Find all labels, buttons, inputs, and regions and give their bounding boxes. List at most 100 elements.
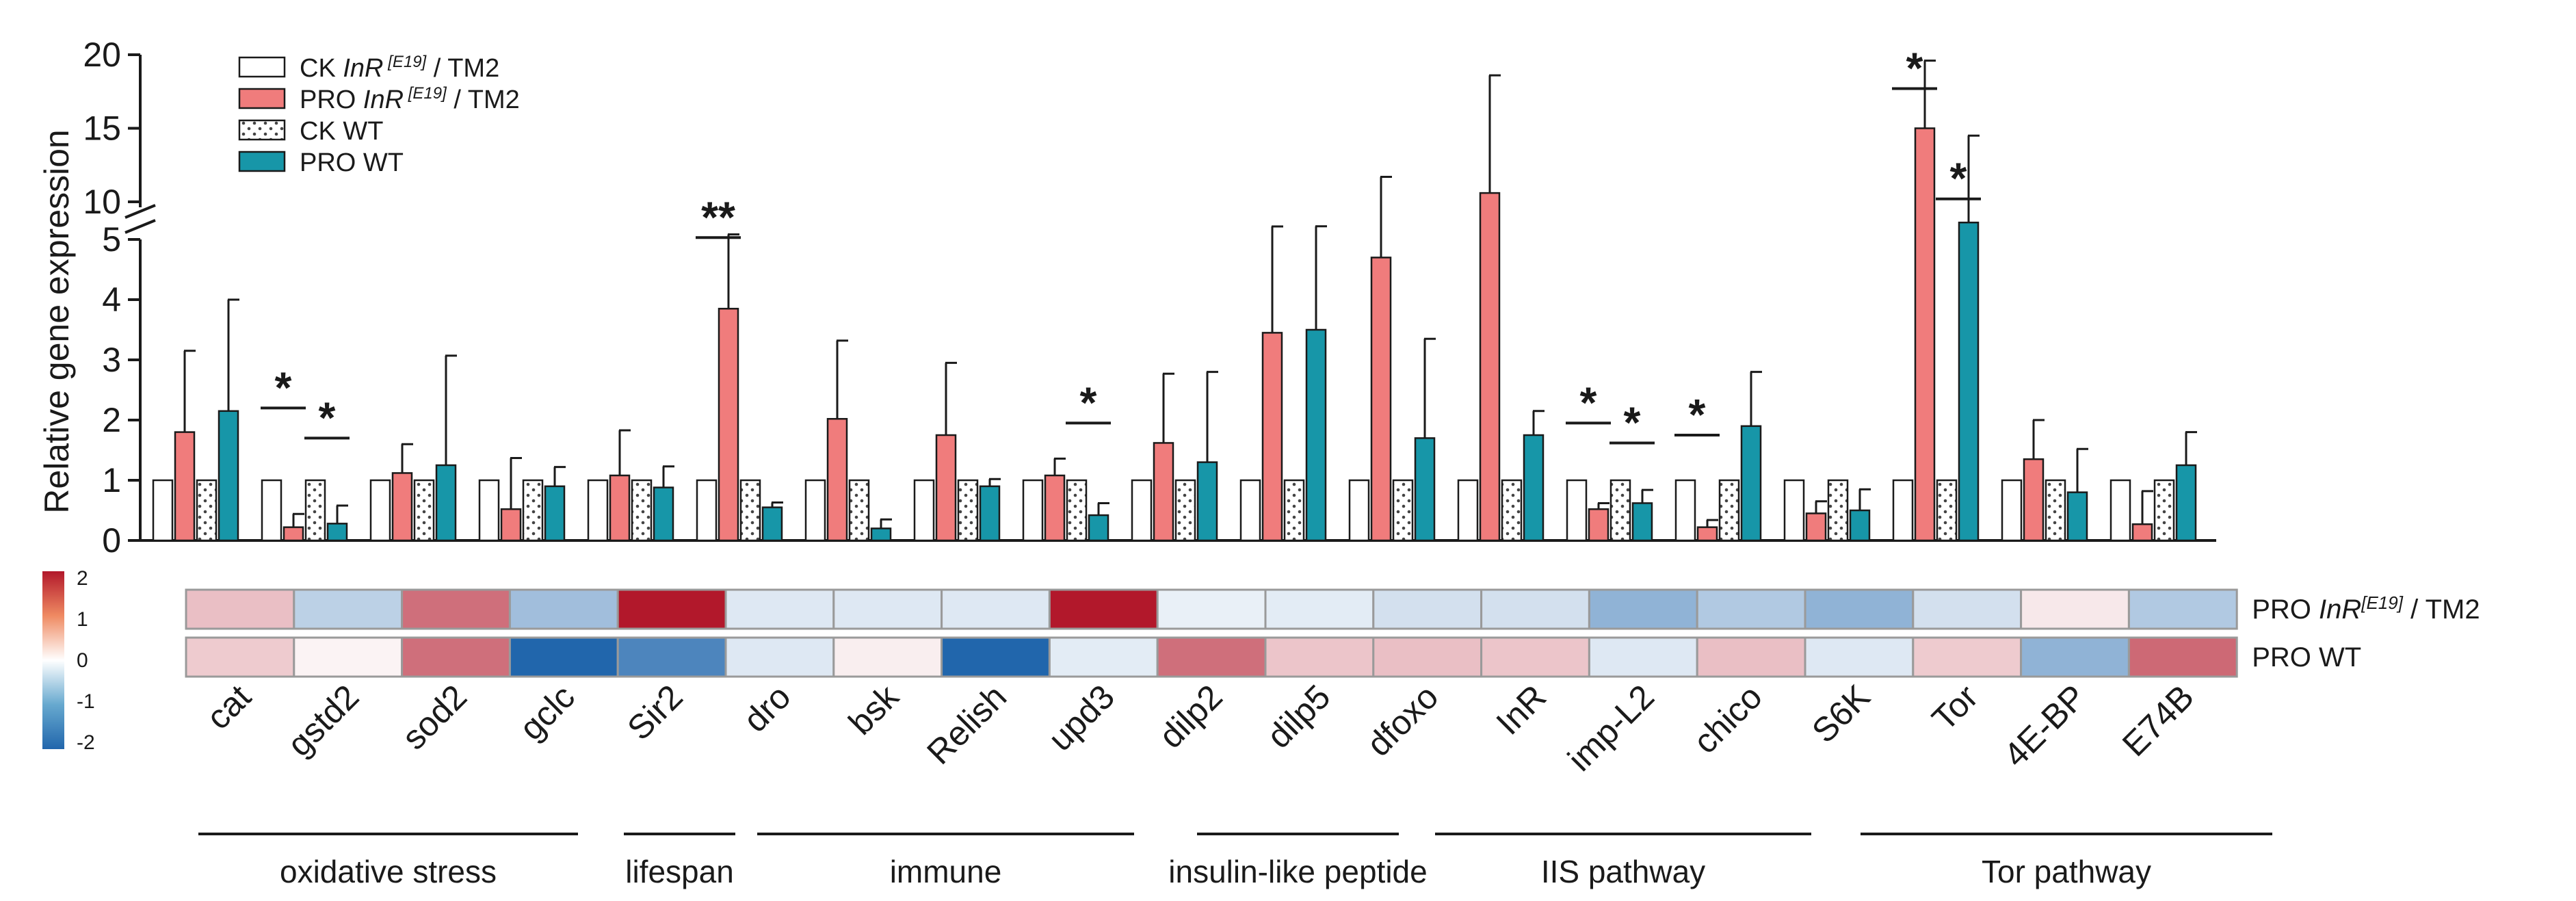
colorbar: 2 1 0 -1 -2 xyxy=(42,567,95,754)
y-tick-label: 3 xyxy=(102,341,121,379)
heatmap-cell-chico xyxy=(1696,636,1806,678)
bar-dilp5 xyxy=(1261,332,1283,542)
heatmap-cell-InR xyxy=(1480,588,1590,630)
bar-gstd2 xyxy=(261,479,282,542)
legend-entry: CK InR [E19] / TM2 xyxy=(300,53,499,83)
bar-dro xyxy=(696,479,718,542)
y-tick-label: 0 xyxy=(102,521,121,560)
bar-gstd2 xyxy=(304,479,326,542)
significance-label: ** xyxy=(701,192,735,241)
colorbar-tick-label: -2 xyxy=(77,731,95,754)
heatmap-cell-dilp2 xyxy=(1156,588,1267,630)
axis-break-mark xyxy=(124,204,156,219)
bar-Tor xyxy=(1914,127,1936,542)
bar-gstd2 xyxy=(326,523,348,542)
bar-Tor xyxy=(1936,479,1958,542)
bar-Sir2 xyxy=(587,479,609,542)
bar-dilp2 xyxy=(1153,442,1174,542)
bar-Relish xyxy=(957,479,979,542)
colorbar-tick-label: 0 xyxy=(77,649,88,672)
bar-imp-L2 xyxy=(1566,479,1588,542)
x-tick-label-dilp5: dilp5 xyxy=(1259,677,1337,755)
legend-swatch xyxy=(238,88,286,109)
bar-sod2 xyxy=(435,464,457,542)
x-tick-label-dilp2: dilp2 xyxy=(1152,677,1230,755)
significance-label: * xyxy=(1950,154,1967,203)
group-label: lifespan xyxy=(625,854,734,889)
bar-sod2 xyxy=(413,479,435,542)
x-tick-label-Tor: Tor xyxy=(1925,677,1986,738)
bar-bsk xyxy=(870,527,892,542)
x-tick-label-gclc: gclc xyxy=(512,677,582,747)
heatmap-cell-upd3 xyxy=(1048,588,1159,630)
error-bars xyxy=(183,60,2197,529)
heatmap-cell-4E-BP xyxy=(2020,588,2130,630)
significance-label: * xyxy=(275,363,292,412)
heatmap-row-label: PRO InR[E19] / TM2 xyxy=(2252,592,2480,625)
x-tick-labels: cat gstd2 sod2 gclc Sir2 dro bsk Relish upd3 dilp… xyxy=(199,677,2201,778)
bar-dfoxo xyxy=(1348,479,1370,542)
x-tick-label-Relish: Relish xyxy=(919,677,1014,772)
heatmap-cell-dfoxo xyxy=(1372,636,1483,678)
heatmap-cell-gstd2 xyxy=(293,588,404,630)
heatmap-cell-Sir2 xyxy=(616,588,727,630)
y-tick-label: 5 xyxy=(102,220,121,259)
bar-4E-BP xyxy=(2045,479,2066,542)
colorbar-tick-label: 1 xyxy=(77,608,88,631)
bar-InR xyxy=(1457,479,1479,542)
bar-dro xyxy=(761,506,783,542)
x-tick-label-sod2: sod2 xyxy=(395,677,474,757)
heatmap-cell-bsk xyxy=(832,588,943,630)
legend-entry: CK WT xyxy=(300,117,383,146)
bar-S6K xyxy=(1783,479,1805,542)
heatmap-cell-cat xyxy=(185,636,295,678)
group-label: oxidative stress xyxy=(280,854,497,889)
bar-upd3 xyxy=(1044,474,1066,542)
bar-InR xyxy=(1479,192,1501,542)
bar-E74B xyxy=(2153,479,2175,542)
legend-swatch xyxy=(238,119,286,141)
bar-imp-L2 xyxy=(1609,479,1631,542)
bar-E74B xyxy=(2175,464,2197,542)
colorbar-gradient xyxy=(42,571,64,749)
axis-break-mark xyxy=(124,219,156,234)
heatmap-cell-sod2 xyxy=(401,636,511,678)
heatmap-cell-InR xyxy=(1480,636,1590,678)
significance-label: * xyxy=(319,393,336,442)
bar-sod2 xyxy=(391,472,413,542)
heatmap-cell-dfoxo xyxy=(1372,588,1483,630)
heatmap-cell-imp-L2 xyxy=(1588,636,1698,678)
bar-E74B xyxy=(2131,523,2153,542)
bar-Sir2 xyxy=(609,474,631,542)
x-tick-label-4E-BP: 4E-BP xyxy=(1996,677,2093,774)
legend-entry: PRO WT xyxy=(300,148,404,177)
x-tick-label-gstd2: gstd2 xyxy=(280,677,366,763)
bar-sod2 xyxy=(369,479,391,542)
group-label: immune xyxy=(890,854,1002,889)
x-tick-label-Sir2: Sir2 xyxy=(620,677,689,747)
bar-Sir2 xyxy=(653,486,674,542)
gene-groups: oxidative stress lifespan immune insulin-li… xyxy=(198,833,2272,889)
significance-label: * xyxy=(1689,390,1706,439)
x-tick-label-imp-L2: imp-L2 xyxy=(1560,677,1661,779)
bar-bsk xyxy=(848,479,870,542)
bar-Relish xyxy=(979,485,1001,542)
x-tick-label-dro: dro xyxy=(736,677,798,740)
heatmap-cell-dro xyxy=(724,588,835,630)
bar-dilp5 xyxy=(1305,328,1327,542)
heatmap-cell-4E-BP xyxy=(2020,636,2130,678)
bar-cat xyxy=(196,479,218,542)
y-tick-label: 1 xyxy=(102,461,121,499)
legend-entry: PRO InR [E19] / TM2 xyxy=(300,84,520,114)
bar-Tor xyxy=(1958,222,1980,542)
heatmap-cell-cat xyxy=(185,588,295,630)
heatmap-cell-dilp2 xyxy=(1156,636,1267,678)
bar-chico xyxy=(1718,479,1740,542)
heatmap-cell-dilp5 xyxy=(1264,636,1375,678)
bar-InR xyxy=(1523,434,1545,542)
bar-dfoxo xyxy=(1414,437,1436,542)
y-axis-label: Relative gene expression xyxy=(38,129,76,513)
heatmap-cell-gclc xyxy=(508,636,619,678)
bar-InR xyxy=(1501,479,1523,542)
x-tick-label-cat: cat xyxy=(199,677,259,737)
